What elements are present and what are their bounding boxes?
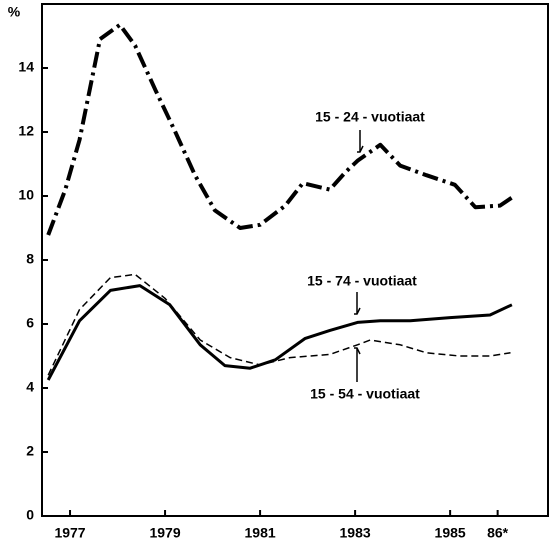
y-tick-label: 6 [26, 315, 34, 331]
x-tick-label: 1981 [245, 525, 276, 541]
x-tick-label: 1977 [54, 525, 85, 541]
x-tick-label: 86* [487, 525, 509, 541]
x-tick-label: 1983 [340, 525, 371, 541]
series-label: 15 - 54 - vuotiaat [310, 386, 420, 402]
x-tick-label: 1979 [149, 525, 180, 541]
y-axis-label: % [8, 4, 21, 20]
series-label: 15 - 24 - vuotiaat [315, 109, 425, 125]
arrow-head [354, 347, 361, 355]
series-line [46, 22, 514, 236]
series-line [46, 284, 513, 381]
y-tick-label: 8 [26, 251, 34, 267]
y-tick-label: 12 [18, 123, 34, 139]
series-label: 15 - 74 - vuotiaat [307, 273, 417, 289]
arrow-head [354, 307, 361, 315]
series-line [47, 273, 511, 376]
y-tick-label: 2 [26, 443, 34, 459]
arrow-head [357, 145, 364, 153]
x-tick-label: 1985 [435, 525, 466, 541]
y-tick-label: 4 [26, 379, 34, 395]
y-tick-label: 0 [26, 507, 34, 523]
plot-frame [41, 3, 549, 517]
y-tick-label: 14 [18, 59, 34, 75]
y-tick-label: 10 [18, 187, 34, 203]
